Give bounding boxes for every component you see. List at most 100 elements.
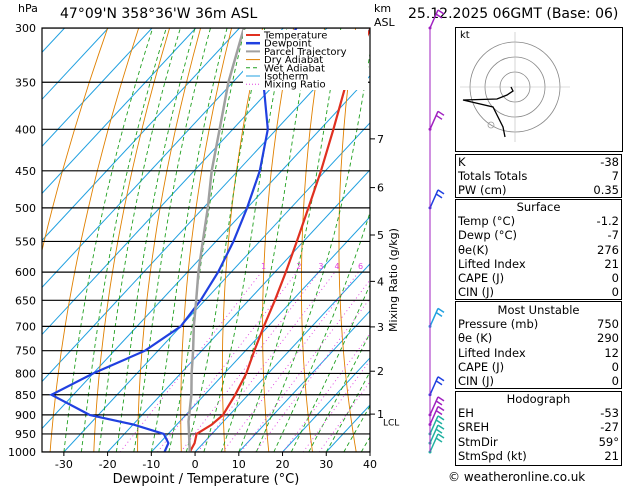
table-row: Lifted Index 12 (455, 346, 622, 360)
mixing-ratio-label: 8 (375, 262, 380, 271)
pressure-tick-label: 700 (15, 320, 36, 333)
mu-pressure-value: 750 (597, 317, 619, 332)
table-row: Pressure (mb) 750 (455, 317, 622, 331)
lcl-label: LCL (383, 418, 399, 428)
mixing-ratio-axis-label: Mixing Ratio (g/kg) (387, 228, 400, 332)
mixing-ratio-label: 4 (334, 262, 339, 271)
table-row: CAPE (J) 0 (455, 271, 622, 285)
x-tick-label: 30 (319, 458, 333, 471)
pressure-tick-label: 500 (15, 202, 36, 215)
surface-title: Surface (516, 200, 561, 215)
hodograph-trace (462, 86, 514, 138)
wind-barb-staff (429, 396, 439, 416)
wind-barb-flag (435, 437, 443, 443)
legend-entry: Parcel Trajectory (264, 47, 347, 58)
pressure-tick-label: 450 (15, 165, 36, 178)
sreh-value: -27 (600, 420, 619, 435)
km-tick-label: 4 (377, 275, 384, 288)
parcel-trajectory-line (187, 28, 246, 452)
pressure-tick-label: 650 (15, 294, 36, 307)
wind-barb-staff (429, 376, 439, 396)
wind-barb-flag (435, 428, 443, 434)
table-row: SREH -27 (455, 420, 622, 434)
isotherm-line (107, 169, 370, 452)
wind-barb-flag (437, 433, 445, 439)
table-row: StmSpd (kt) 21 (455, 449, 622, 463)
eh-value: -53 (600, 406, 619, 421)
copyright-footer[interactable]: © weatheronline.co.uk (448, 470, 586, 484)
wind-barb-flag (435, 380, 443, 386)
table-row: Totals Totals 7 (455, 169, 622, 183)
indices-table: K -38 Totals Totals 7 PW (cm) 0.35 (455, 155, 622, 198)
pressure-tick-label: 300 (15, 22, 36, 35)
mu-thetae-value: 290 (597, 331, 619, 346)
surface-cin-label: CIN (J) (458, 285, 495, 300)
wind-barb-staff (429, 433, 439, 453)
surface-dewp-value: -7 (607, 228, 619, 243)
table-row: PW (cm) 0.35 (455, 183, 622, 197)
mixing-ratio-label: 2 (296, 262, 301, 271)
wind-barb-flag (437, 424, 445, 430)
km-tick-label: 3 (377, 321, 384, 334)
pw-label: PW (cm) (458, 183, 507, 198)
table-row: θe (K) 290 (455, 331, 622, 345)
mu-li-label: Lifted Index (458, 345, 526, 360)
mixing-ratio-line (240, 279, 370, 452)
km-tick-label: 2 (377, 365, 384, 378)
k-label: K (458, 155, 466, 170)
table-row: θe(K) 276 (455, 243, 622, 257)
hpa-label: hPa (18, 2, 38, 15)
x-tick-label: -10 (142, 458, 160, 471)
mu-title: Most Unstable (497, 303, 580, 318)
temperature-line (188, 28, 370, 452)
wind-barb-flag (437, 405, 445, 412)
wind-barb-flag (435, 114, 443, 120)
surface-temp-value: -1.2 (596, 214, 619, 229)
mu-box (455, 301, 622, 389)
sreh-label: SREH (458, 420, 490, 435)
wet-adiabat-line (343, 405, 370, 452)
legend-entry: Dewpoint (264, 39, 312, 50)
x-tick-label: 10 (232, 458, 246, 471)
surface-box (455, 199, 622, 300)
surface-thetae-value: 276 (597, 242, 619, 257)
mixing-ratio-label: 1 (261, 262, 266, 271)
wet-adiabat-line (150, 28, 228, 452)
hodo-stats-box (455, 391, 622, 466)
pressure-tick-label: 550 (15, 235, 36, 248)
table-row: Dewp (°C) -7 (455, 228, 622, 242)
surface-cape-value: 0 (611, 271, 619, 286)
mu-pressure-label: Pressure (mb) (458, 317, 539, 332)
surface-thetae-label: θe(K) (458, 242, 489, 257)
wind-barb-staff (429, 415, 439, 435)
mu-cape-label: CAPE (J) (458, 359, 505, 374)
hodograph: kt (455, 27, 623, 152)
indices-box (455, 154, 622, 198)
wind-barb-flag (435, 13, 443, 19)
dry-adiabat-line (411, 28, 444, 452)
mu-table: Most Unstable Pressure (mb) 750 θe (K) 290… (455, 303, 622, 388)
wind-barb-flag (435, 311, 443, 318)
stmspd-label: StmSpd (kt) (458, 448, 527, 463)
wind-barb-flag (437, 415, 445, 421)
km-tick-label: 1 (377, 408, 384, 421)
isotherm-line (42, 75, 370, 430)
tt-label: Totals Totals (458, 169, 528, 184)
isotherm-line (194, 263, 370, 452)
pressure-tick-label: 750 (15, 345, 36, 358)
hodo-stats-table: Hodograph EH -53 SREH -27 StmDir 59° StmSpd… (455, 392, 622, 463)
surface-li-label: Lifted Index (458, 256, 526, 271)
table-row: Lifted Index 21 (455, 257, 622, 271)
plot-area (42, 28, 370, 452)
km-tick-label: 5 (377, 229, 384, 242)
km-label: km (374, 2, 392, 15)
isotherm-line (42, 28, 153, 148)
x-tick-label: 20 (276, 458, 290, 471)
wind-barb-flag (435, 400, 443, 406)
table-row: K -38 (455, 155, 622, 169)
km-tick-label: 7 (377, 133, 384, 146)
table-row: CAPE (J) 0 (455, 360, 622, 374)
dry-adiabat-line (42, 28, 109, 253)
stmspd-value: 21 (604, 448, 619, 463)
isotherm-line (238, 310, 370, 452)
